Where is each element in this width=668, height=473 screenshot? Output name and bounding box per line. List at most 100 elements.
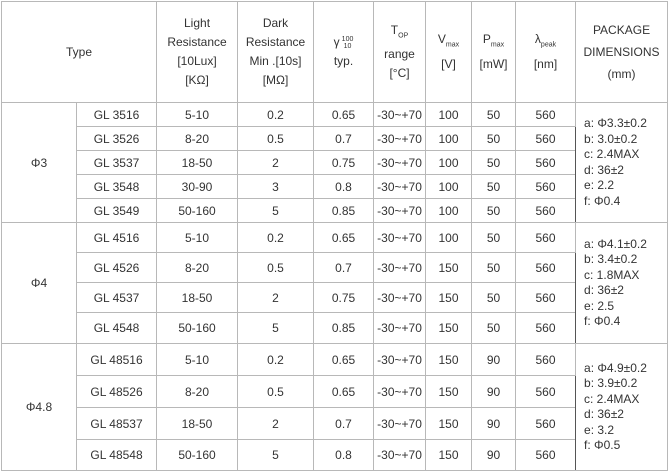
dimension-line: b: 3.9±0.2 (584, 376, 638, 390)
gamma-sub: 10 (343, 42, 352, 50)
cell-gamma: 0.75 (313, 150, 375, 175)
cell-model: GL 3516 (75, 102, 158, 127)
table-row: GL 48526 8-20 0.5 0.65 -30~+70 150 90 560 (2, 375, 668, 408)
cell-model: GL 48516 (75, 343, 158, 376)
cell-temp-range: -30~+70 (373, 198, 427, 223)
dimension-line: e: 2.5 (584, 298, 615, 313)
hdr-line: [MΩ] (262, 73, 289, 87)
header-type: Type (0, 1, 158, 103)
cell-dark-resistance: 2 (237, 150, 315, 175)
cell-lambda-peak: 560 (515, 343, 577, 376)
cell-gamma: 0.65 (313, 102, 375, 127)
cell-temp-range: -30~+70 (373, 126, 427, 151)
cell-dark-resistance: 0.5 (237, 126, 315, 151)
cell-gamma: 0.75 (313, 282, 375, 313)
gamma-symbol: γ (333, 35, 340, 49)
cell-gamma: 0.85 (313, 198, 375, 223)
cell-pmax: 90 (471, 375, 517, 408)
cell-pmax: 50 (471, 312, 517, 344)
cell-dark-resistance: 0.5 (237, 252, 315, 283)
table-row: Φ4 GL 4516 5-10 0.2 0.65 -30~+70 100 50 560 a: Φ4… (1, 222, 668, 344)
cell-pmax: 90 (471, 343, 517, 376)
hdr-line: [mW] (479, 56, 508, 71)
cell-gamma: 0.7 (313, 407, 375, 440)
cell-pmax: 50 (471, 222, 517, 253)
hdr-line: Dark (262, 16, 289, 30)
header-row: Type Light Resistance [10Lux] [KΩ] Dark … (0, 1, 668, 103)
cell-dark-resistance: 0.2 (237, 343, 315, 376)
cell-model: GL 48537 (75, 407, 158, 440)
cell-gamma: 0.85 (313, 312, 375, 344)
cell-temp-range: -30~+70 (373, 343, 427, 376)
cell-vmax: 150 (425, 252, 473, 283)
cell-lambda-peak: 560 (515, 198, 577, 223)
cell-lambda-peak: 560 (515, 102, 577, 127)
cell-light-resistance: 5-10 (156, 343, 239, 376)
cell-gamma: 0.7 (313, 252, 375, 283)
group-diameter: Φ4.8 (1, 343, 77, 471)
dimension-line: e: 2.2 (584, 178, 615, 192)
cell-dark-resistance: 0.2 (237, 222, 315, 253)
dimension-line: b: 3.0±0.2 (584, 131, 638, 146)
cell-dark-resistance: 2 (237, 407, 315, 440)
hdr-line: Min .[10s] (249, 54, 302, 68)
cell-light-resistance: 50-160 (156, 198, 239, 223)
dimension-line: d: 36±2 (584, 162, 624, 177)
pmax-sub: max (490, 41, 505, 49)
table-row: GL 48548 50-160 5 0.8 -30~+70 150 90 560 (2, 439, 668, 471)
cell-light-resistance: 8-20 (156, 375, 239, 408)
cell-model: GL 3537 (75, 150, 158, 175)
dimension-line: d: 36±2 (584, 283, 624, 297)
hdr-line: [KΩ] (185, 73, 209, 87)
top-symbol: T (390, 22, 399, 37)
cell-model: GL 3548 (75, 174, 158, 199)
header-gamma: γ 100 10 typ. (313, 1, 375, 103)
hdr-line: PACKAGE (592, 23, 651, 37)
hdr-line: [10Lux] (177, 54, 217, 68)
cell-temp-range: -30~+70 (373, 312, 427, 344)
dimension-line: f: Φ0.4 (584, 314, 621, 328)
cell-pmax: 90 (471, 439, 517, 471)
vmax-symbol: V (437, 32, 446, 47)
header-light-resistance: Light Resistance [10Lux] [KΩ] (156, 1, 239, 103)
cell-pmax: 50 (471, 198, 517, 223)
dimension-line: f: Φ0.4 (584, 193, 621, 208)
hdr-line: Resistance (245, 35, 306, 49)
hdr-line: [°C] (389, 66, 410, 81)
table-row: Φ4.8 GL 48516 5-10 0.2 0.65 -30~+70 150 90 560 a:… (1, 343, 668, 471)
cell-model: GL 48526 (75, 375, 158, 408)
pmax-symbol: P (482, 32, 491, 47)
cell-temp-range: -30~+70 (373, 174, 427, 199)
cell-vmax: 150 (425, 282, 473, 313)
cell-light-resistance: 8-20 (156, 126, 239, 151)
cell-dark-resistance: 5 (237, 198, 315, 223)
package-dimensions: a: Φ3.3±0.2 b: 3.0±0.2 c: 2.4MAX d: 36±2 e: … (575, 102, 668, 223)
cell-temp-range: -30~+70 (373, 252, 427, 283)
dimension-line: c: 2.4MAX (584, 391, 640, 406)
cell-temp-range: -30~+70 (373, 222, 427, 253)
cell-pmax: 50 (471, 102, 517, 127)
cell-model: GL 4516 (75, 222, 158, 253)
dimension-line: b: 3.4±0.2 (584, 252, 638, 266)
cell-light-resistance: 8-20 (156, 252, 239, 283)
cell-temp-range: -30~+70 (373, 150, 427, 175)
table-row: GL 3537 18-50 2 0.75 -30~+70 100 50 560 (2, 150, 668, 175)
dimension-line: e: 3.2 (584, 422, 615, 437)
cell-vmax: 100 (425, 102, 473, 127)
cell-pmax: 50 (471, 282, 517, 313)
cell-model: GL 48548 (75, 439, 158, 471)
cell-model: GL 4526 (75, 252, 158, 283)
header-lpeak: λpeak [nm] (515, 1, 577, 103)
cell-vmax: 150 (425, 407, 473, 440)
cell-lambda-peak: 560 (515, 282, 577, 313)
hdr-line: range (384, 47, 415, 62)
cell-lambda-peak: 560 (515, 252, 577, 283)
table-row: GL 4548 50-160 5 0.85 -30~+70 150 50 560 (2, 312, 668, 344)
hdr-line: [V] (441, 56, 456, 71)
dimension-line: a: Φ3.3±0.2 (584, 116, 647, 130)
dimension-line: a: Φ4.9±0.2 (584, 360, 647, 375)
cell-temp-range: -30~+70 (373, 407, 427, 440)
hdr-line: typ. (333, 54, 354, 68)
cell-pmax: 90 (471, 407, 517, 440)
